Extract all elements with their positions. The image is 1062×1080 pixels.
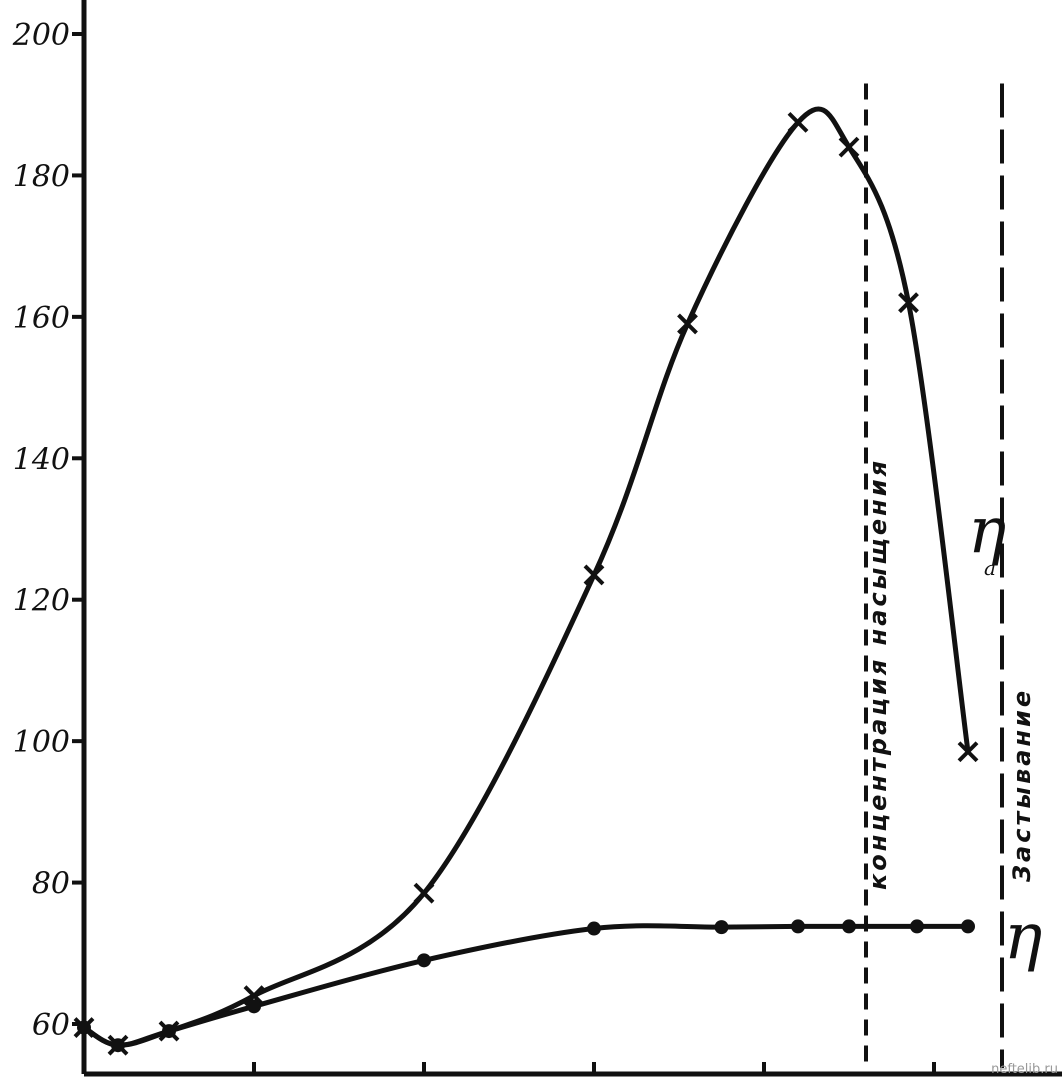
series-1-point-8 [842,919,856,934]
series-line-0 [81,106,971,1048]
series-1-point-7 [791,919,805,934]
series-line-1 [81,923,971,1048]
series-1-point-6 [714,920,729,935]
series-1-point-1 [111,1038,125,1053]
series-0-point-3 [243,985,265,1007]
series-0-point-8 [838,136,860,158]
y-tick-label-200: 200 [12,18,70,53]
y-tick-label-180: 180 [13,159,70,194]
tick-layer: 60 80 100 120 140 160 180 200 [12,18,936,1074]
series-label-eta-a-subscript: a [984,556,996,580]
series-0-point-6 [677,313,698,335]
series-1-point-5 [587,921,601,936]
y-tick-label-100: 100 [13,725,70,760]
y-tick-label-160: 160 [13,301,70,336]
series-layer [73,106,979,1056]
series-1-point-2 [162,1024,176,1039]
series-0-point-9 [898,292,919,314]
series-1-point-10 [961,919,975,934]
series-label-eta: η [1004,900,1042,974]
label-layer: концентрация насыщения Застывание η a η … [864,458,1058,1077]
series-0-point-10 [957,741,979,763]
axes [81,0,1062,1077]
series-label-eta-a: η [968,494,1006,568]
y-tick-label-60: 60 [32,1008,70,1043]
y-tick-label-140: 140 [13,442,70,477]
y-tick-label-120: 120 [13,584,70,619]
watermark: neftelib.ru [991,1062,1058,1077]
series-1-point-9 [910,919,924,934]
vline-label-solidification: Застывание [1008,688,1036,883]
series-1-point-3 [247,999,261,1014]
series-1-point-0 [77,1020,91,1035]
series-0-point-5 [583,564,605,586]
series-1-point-4 [417,953,431,968]
series-0-point-4 [413,882,435,904]
y-tick-label-80: 80 [32,867,70,902]
reference-lines [864,83,1004,1068]
series-0-point-7 [787,111,809,133]
vline-label-saturation: концентрация насыщения [864,458,892,890]
